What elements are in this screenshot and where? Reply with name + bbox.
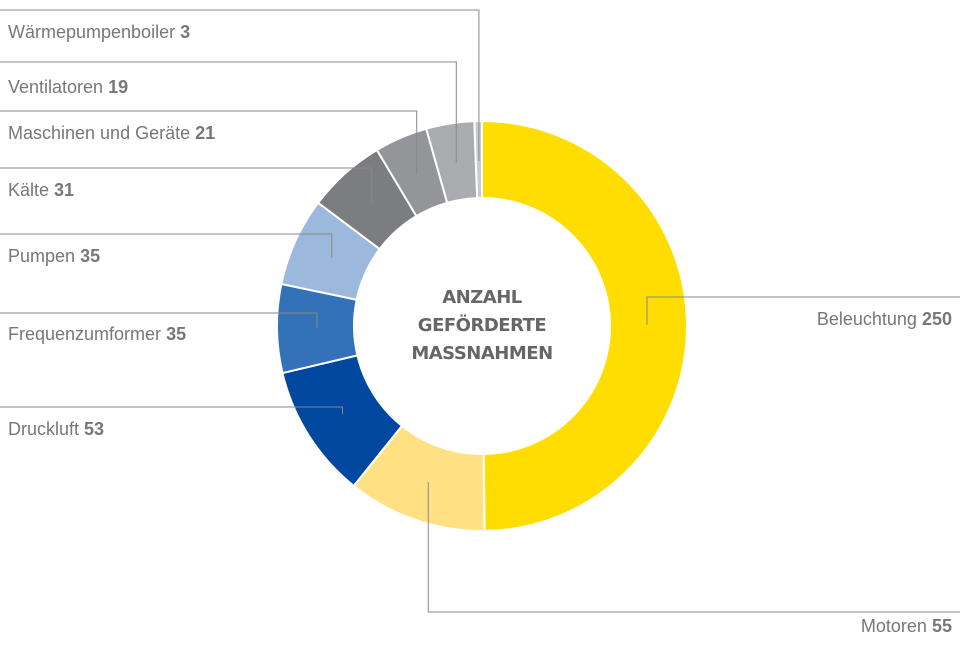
- segment-label: Druckluft 53: [8, 419, 104, 439]
- category-name: Beleuchtung: [817, 309, 917, 329]
- leader-line: [427, 482, 960, 613]
- segment-label: Kälte 31: [8, 180, 74, 200]
- category-name: Motoren: [861, 616, 927, 636]
- segment-label: Wärmepumpenboiler 3: [8, 22, 190, 42]
- center-label: MASSNAHMEN: [411, 343, 552, 364]
- donut-segment: [473, 119, 483, 200]
- segment-label: Beleuchtung 250: [817, 309, 952, 329]
- value-label: 55: [932, 616, 952, 636]
- value-label: 21: [195, 123, 215, 143]
- leader-line: [646, 296, 960, 325]
- leader-line: [0, 233, 333, 258]
- center-label: ANZAHL: [442, 287, 522, 308]
- value-label: 31: [54, 180, 74, 200]
- category-name: Kälte: [8, 180, 49, 200]
- value-label: 19: [108, 77, 128, 97]
- segment-label: Pumpen 35: [8, 246, 100, 266]
- center-label: GEFÖRDERTE: [418, 314, 546, 336]
- leader-line: [0, 406, 343, 415]
- segment-label: Motoren 55: [861, 616, 952, 636]
- value-label: 250: [922, 309, 952, 329]
- value-label: 3: [180, 22, 190, 42]
- category-name: Maschinen und Geräte: [8, 123, 190, 143]
- value-label: 35: [80, 246, 100, 266]
- category-name: Frequenzumformer: [8, 324, 161, 344]
- segment-label: Frequenzumformer 35: [8, 324, 186, 344]
- category-name: Druckluft: [8, 419, 79, 439]
- leader-line: [0, 167, 373, 204]
- category-name: Ventilatoren: [8, 77, 103, 97]
- leader-line: [0, 312, 318, 329]
- value-label: 53: [84, 419, 104, 439]
- donut-segment: [481, 119, 689, 532]
- leader-line: [0, 110, 418, 175]
- value-label: 35: [166, 324, 186, 344]
- segment-label: Ventilatoren 19: [8, 77, 128, 97]
- leader-line: [0, 61, 457, 164]
- category-name: Pumpen: [8, 246, 75, 266]
- segment-label: Maschinen und Geräte 21: [8, 123, 215, 143]
- category-name: Wärmepumpenboiler: [8, 22, 175, 42]
- leader-line: [0, 9, 480, 162]
